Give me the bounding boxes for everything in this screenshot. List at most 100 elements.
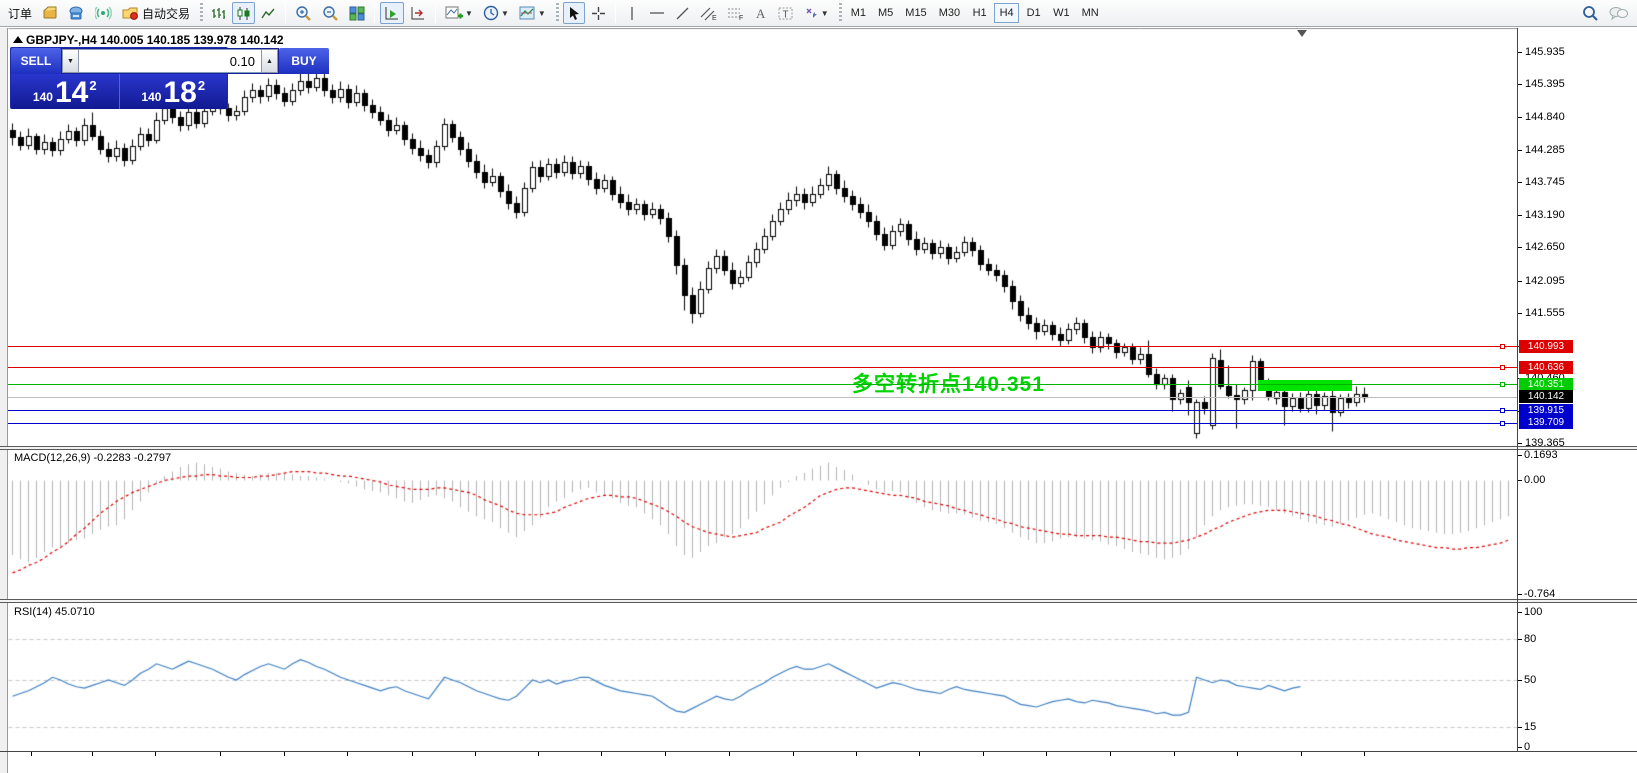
vertical-line-button[interactable] (621, 2, 643, 24)
vps-hosting-icon[interactable] (64, 2, 89, 24)
timeframe-m15[interactable]: M15 (905, 7, 927, 19)
support-zone-highlight[interactable] (1258, 380, 1352, 392)
text-button[interactable]: A (750, 2, 772, 24)
timeframe-d1[interactable]: D1 (1026, 7, 1041, 19)
price-axis-tick (1518, 312, 1522, 314)
rsi-axis-label: 80 (1524, 633, 1537, 645)
buy-price[interactable]: 140 18 2 (120, 74, 228, 109)
macd-axis-label: 0.00 (1524, 474, 1546, 486)
time-axis-tick (475, 752, 476, 756)
horizontal-line-object[interactable] (8, 384, 1517, 386)
periods-button[interactable]: ▼ (479, 2, 513, 24)
price-axis-label: 141.555 (1525, 306, 1565, 319)
chart-shift-button[interactable] (406, 2, 430, 24)
equidistant-channel-button[interactable]: E (696, 2, 721, 24)
fibonacci-button[interactable]: F (723, 2, 748, 24)
price-axis-label: 144.285 (1525, 144, 1565, 157)
timeframe-m1[interactable]: M1 (850, 7, 866, 19)
line-handle[interactable] (1500, 344, 1505, 350)
new-order-button[interactable]: 订单 (1, 2, 36, 24)
time-axis-tick (284, 752, 285, 756)
sell-price-pip: 2 (89, 78, 97, 93)
macd-axis-tick (1518, 593, 1522, 595)
volume-decrease-button[interactable]: ▼ (62, 49, 79, 73)
rsi-indicator-label: RSI(14) 45.0710 (14, 606, 95, 618)
timeframe-m30[interactable]: M30 (938, 7, 961, 19)
price-axis-tick (1518, 117, 1522, 119)
zoom-in-button[interactable] (291, 2, 316, 24)
chart-title: GBPJPY-,H4 140.005 140.185 139.978 140.1… (26, 33, 284, 47)
time-axis-tick (1110, 752, 1111, 756)
price-axis-tick (1518, 182, 1522, 184)
time-axis-tick (538, 752, 539, 756)
cursor-button[interactable] (562, 2, 585, 24)
text-label-button[interactable]: T (774, 2, 798, 24)
line-handle[interactable] (1500, 382, 1505, 388)
volume-input[interactable] (79, 49, 261, 73)
price-line-tag: 140.993 (1519, 339, 1573, 353)
arrows-button[interactable]: ▼ (800, 2, 833, 24)
chart-shift-marker[interactable] (1297, 30, 1307, 37)
horizontal-line-object[interactable] (8, 346, 1517, 348)
bar-chart-button[interactable] (207, 2, 230, 24)
sell-button[interactable]: SELL (11, 48, 61, 74)
price-axis-tick (1518, 215, 1522, 217)
timeframe-h1[interactable]: H1 (972, 7, 987, 19)
rsi-axis-tick (1518, 679, 1522, 681)
line-chart-button[interactable] (257, 2, 280, 24)
time-axis-tick (1364, 752, 1365, 756)
rsi-axis-tick (1518, 639, 1522, 640)
signals-icon[interactable] (91, 2, 116, 24)
zoom-out-button[interactable] (318, 2, 343, 24)
chat-icon[interactable] (1605, 2, 1632, 24)
toolbar-separator (614, 3, 616, 23)
price-line-tag: 140.142 (1519, 390, 1573, 404)
timeframe-m5[interactable]: M5 (878, 7, 894, 19)
autotrading-label: 自动交易 (142, 6, 191, 21)
auto-scroll-button[interactable] (380, 2, 405, 24)
tile-windows-button[interactable] (345, 2, 369, 24)
trade-panel-collapse-icon[interactable] (13, 36, 23, 43)
search-icon[interactable] (1578, 2, 1603, 24)
timeframe-h4[interactable]: H4 (994, 3, 1020, 23)
price-axis-label: 145.395 (1525, 78, 1565, 91)
timeframe-mn[interactable]: MN (1081, 7, 1099, 19)
history-center-icon[interactable] (38, 2, 62, 24)
timeframe-w1[interactable]: W1 (1053, 7, 1070, 19)
pivot-annotation-text[interactable]: 多空转折点140.351 (852, 373, 1045, 396)
templates-button[interactable]: ▼ (515, 2, 550, 24)
rsi-axis-label: 100 (1524, 606, 1543, 618)
horizontal-line-object[interactable] (8, 410, 1517, 412)
macd-axis-label: -0.764 (1524, 587, 1556, 600)
toolbar-grip (555, 3, 559, 23)
line-handle[interactable] (1500, 408, 1505, 414)
toolbar-separator (285, 3, 287, 23)
horizontal-line-object[interactable] (8, 367, 1517, 369)
crosshair-button[interactable] (587, 2, 610, 24)
sell-price[interactable]: 140 14 2 (11, 74, 119, 109)
rsi-axis-tick (1518, 612, 1522, 613)
time-axis-tick (601, 752, 602, 756)
buy-price-prefix: 140 (141, 90, 162, 104)
pane-splitter[interactable] (0, 446, 1637, 450)
candlestick-chart-button[interactable] (232, 2, 256, 24)
rsi-axis-label: 0 (1524, 741, 1531, 753)
horizontal-line-object[interactable] (8, 422, 1517, 424)
time-axis-tick (1237, 752, 1238, 756)
buy-button[interactable]: BUY (279, 48, 329, 74)
autotrading-button[interactable]: 自动交易 (118, 2, 194, 24)
volume-increase-button[interactable]: ▲ (261, 49, 278, 73)
price-line-tag: 139.709 (1519, 416, 1573, 429)
line-handle[interactable] (1500, 365, 1505, 371)
window-splitter[interactable] (0, 28, 8, 773)
indicators-button[interactable]: ▼ (441, 2, 477, 24)
horizontal-line-button[interactable] (645, 2, 669, 24)
time-axis-tick (665, 752, 666, 756)
chart-canvas[interactable] (8, 28, 1517, 773)
pane-splitter[interactable] (0, 599, 1637, 603)
toolbar-separator (435, 3, 437, 23)
time-axis-tick (220, 752, 221, 756)
rsi-axis-label: 50 (1524, 673, 1537, 686)
trendline-button[interactable] (671, 2, 694, 24)
line-handle[interactable] (1500, 420, 1505, 426)
